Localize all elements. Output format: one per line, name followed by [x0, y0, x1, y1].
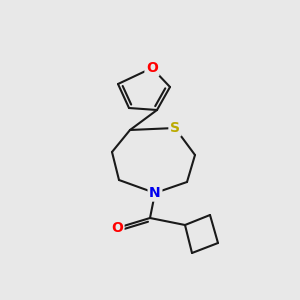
Text: N: N	[149, 186, 161, 200]
Text: O: O	[146, 61, 158, 75]
Text: O: O	[111, 221, 123, 235]
Text: S: S	[170, 121, 180, 135]
